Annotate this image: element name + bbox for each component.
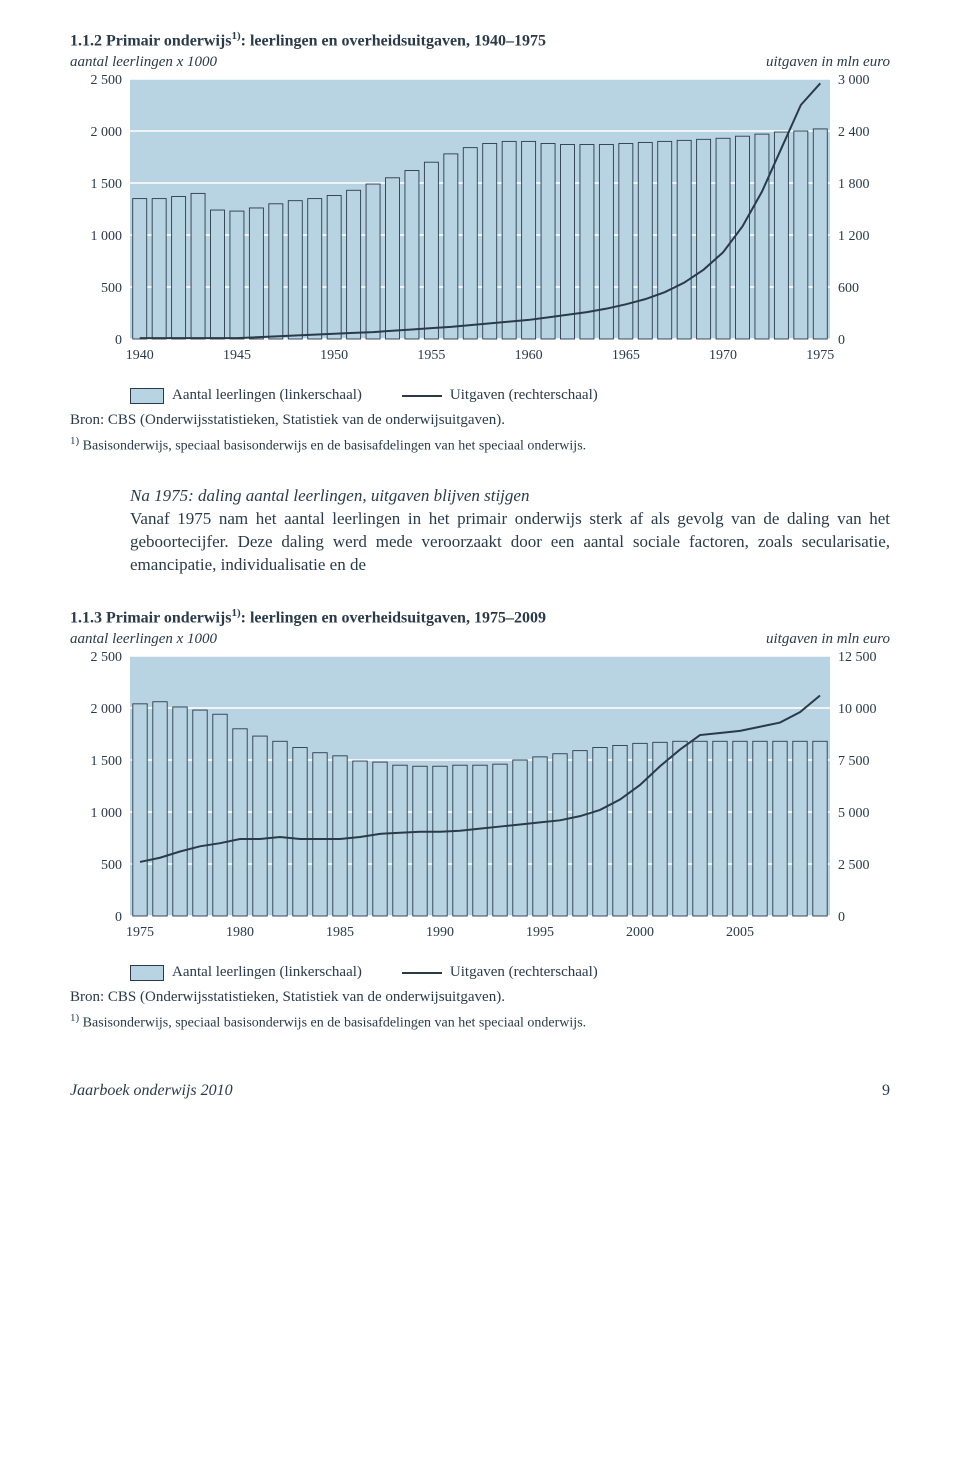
svg-text:2005: 2005: [726, 925, 754, 940]
chart2-footnote: 1) Basisonderwijs, speciaal basisonderwi…: [70, 1012, 890, 1032]
footer-source: Jaarboek onderwijs 2010: [70, 1082, 233, 1100]
svg-text:1980: 1980: [226, 925, 254, 940]
svg-text:0: 0: [115, 333, 122, 348]
body-paragraph: Na 1975: daling aantal leerlingen, uitga…: [130, 485, 890, 577]
svg-text:2 500: 2 500: [91, 650, 123, 665]
legend-line-label: Uitgaven (rechterschaal): [450, 964, 598, 981]
chart1-footnote: 1) Basisonderwijs, speciaal basisonderwi…: [70, 435, 890, 455]
svg-text:1965: 1965: [612, 348, 640, 363]
svg-text:2 500: 2 500: [91, 73, 123, 88]
svg-text:2 000: 2 000: [91, 125, 123, 140]
chart2-axis-labels: aantal leerlingen x 1000 uitgaven in mln…: [70, 631, 890, 648]
chart2-source: Bron: CBS (Onderwijsstatistieken, Statis…: [70, 989, 890, 1006]
svg-text:1945: 1945: [223, 348, 251, 363]
svg-text:1 000: 1 000: [91, 806, 123, 821]
svg-text:1950: 1950: [320, 348, 348, 363]
svg-text:500: 500: [101, 858, 122, 873]
chart2-title: 1.1.3 Primair onderwijs1): leerlingen en…: [70, 607, 890, 627]
svg-text:1985: 1985: [326, 925, 354, 940]
legend-line-icon: [402, 972, 442, 974]
svg-text:1960: 1960: [515, 348, 543, 363]
svg-text:1 500: 1 500: [91, 754, 123, 769]
svg-text:1970: 1970: [709, 348, 737, 363]
svg-text:7 500: 7 500: [838, 754, 870, 769]
para-heading: Na 1975: daling aantal leerlingen, uitga…: [130, 486, 529, 505]
chart1-title: 1.1.2 Primair onderwijs1): leerlingen en…: [70, 30, 890, 50]
svg-text:1 000: 1 000: [91, 229, 123, 244]
svg-text:1 500: 1 500: [91, 177, 123, 192]
svg-text:12 500: 12 500: [838, 650, 877, 665]
legend-bar-label: Aantal leerlingen (linkerschaal): [172, 387, 362, 404]
svg-text:2 500: 2 500: [838, 858, 870, 873]
chart2-legend: Aantal leerlingen (linkerschaal) Uitgave…: [130, 964, 890, 981]
para-body: Vanaf 1975 nam het aantal leerlingen in …: [130, 509, 890, 574]
legend-bar-item: Aantal leerlingen (linkerschaal): [130, 387, 362, 404]
legend-box-icon: [130, 388, 164, 404]
legend-bar-label: Aantal leerlingen (linkerschaal): [172, 964, 362, 981]
svg-text:10 000: 10 000: [838, 702, 877, 717]
svg-text:1975: 1975: [126, 925, 154, 940]
svg-text:1995: 1995: [526, 925, 554, 940]
svg-text:0: 0: [115, 910, 122, 925]
svg-text:0: 0: [838, 333, 845, 348]
svg-text:1955: 1955: [417, 348, 445, 363]
svg-text:1 800: 1 800: [838, 177, 870, 192]
chart1-axis-labels: aantal leerlingen x 1000 uitgaven in mln…: [70, 54, 890, 71]
svg-text:500: 500: [101, 281, 122, 296]
chart2: 0 500 1 000 1 500 2 000 2 500 0 2 500 5 000 7 500…: [70, 648, 890, 946]
svg-text:2000: 2000: [626, 925, 654, 940]
legend-line-item: Uitgaven (rechterschaal): [402, 964, 598, 981]
legend-line-label: Uitgaven (rechterschaal): [450, 387, 598, 404]
page-footer: Jaarboek onderwijs 2010 9: [70, 1082, 890, 1100]
legend-bar-item: Aantal leerlingen (linkerschaal): [130, 964, 362, 981]
legend-line-icon: [402, 395, 442, 397]
svg-text:3 000: 3 000: [838, 73, 870, 88]
svg-text:2 000: 2 000: [91, 702, 123, 717]
legend-line-item: Uitgaven (rechterschaal): [402, 387, 598, 404]
chart1-source: Bron: CBS (Onderwijsstatistieken, Statis…: [70, 412, 890, 429]
page-number: 9: [882, 1082, 890, 1100]
chart1-legend: Aantal leerlingen (linkerschaal) Uitgave…: [130, 387, 890, 404]
chart1: 0 500 1 000 1 500 2 000 2 500 0 600 1 200 1 800 2 …: [70, 71, 890, 369]
svg-text:2 400: 2 400: [838, 125, 870, 140]
svg-text:1990: 1990: [426, 925, 454, 940]
svg-text:0: 0: [838, 910, 845, 925]
svg-text:5 000: 5 000: [838, 806, 870, 821]
svg-text:600: 600: [838, 281, 859, 296]
svg-text:1 200: 1 200: [838, 229, 870, 244]
legend-box-icon: [130, 965, 164, 981]
svg-text:1940: 1940: [126, 348, 154, 363]
svg-text:1975: 1975: [806, 348, 834, 363]
